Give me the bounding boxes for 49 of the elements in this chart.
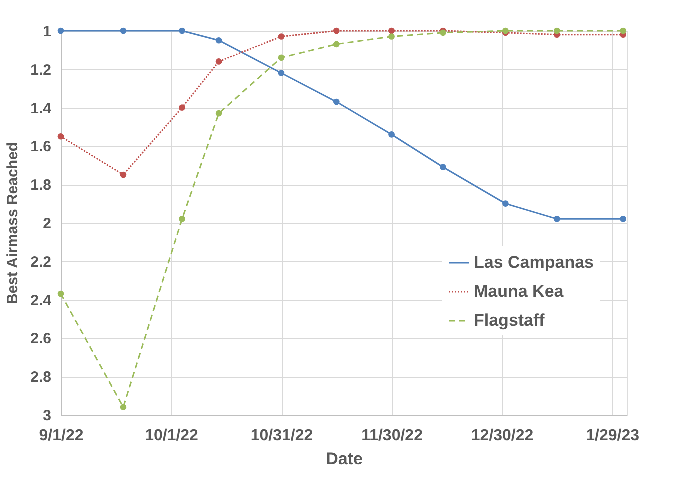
y-tick-label: 1.6 <box>30 138 52 156</box>
point <box>333 28 340 34</box>
x-tick-label: 10/1/22 <box>145 428 199 444</box>
y-axis-title: Best Airmass Reached <box>4 142 22 305</box>
point <box>58 28 64 34</box>
point <box>278 34 285 40</box>
y-tick-label: 3 <box>43 408 52 424</box>
point <box>620 216 626 222</box>
point <box>120 172 127 178</box>
point <box>388 34 395 40</box>
legend-label: Flagstaff <box>474 311 546 330</box>
point <box>333 98 340 106</box>
y-tick-label: 1 <box>43 24 52 40</box>
point <box>440 164 446 170</box>
y-tick-label: 2.2 <box>30 254 52 271</box>
x-tick-label: 1/29/23 <box>586 428 640 444</box>
point <box>58 133 64 140</box>
x-tick-label: 10/31/22 <box>250 428 314 444</box>
point <box>620 28 626 34</box>
point <box>388 28 395 34</box>
point <box>179 28 186 34</box>
point <box>179 104 186 111</box>
y-tick-label: 2.4 <box>30 292 52 310</box>
point <box>120 28 127 34</box>
y-tick-label: 2.6 <box>30 330 52 348</box>
point <box>278 54 285 62</box>
point <box>216 110 222 117</box>
point <box>216 37 222 44</box>
point <box>58 290 64 298</box>
point <box>216 58 222 65</box>
y-tick-label: 1.8 <box>30 177 52 194</box>
point <box>179 216 186 222</box>
x-tick-label: 9/1/22 <box>39 428 84 444</box>
point <box>554 28 560 34</box>
y-tick-label: 1.4 <box>30 100 52 118</box>
x-tick-label: 11/30/22 <box>362 428 424 444</box>
point <box>333 41 340 48</box>
point <box>502 200 509 207</box>
legend-label: Las Campanas <box>474 253 594 272</box>
legend-label: Mauna Kea <box>474 282 564 302</box>
point <box>120 404 127 410</box>
y-tick-label: 1.2 <box>30 62 52 79</box>
point <box>278 70 285 76</box>
y-tick-label: 2.8 <box>30 369 52 386</box>
point <box>554 216 560 222</box>
x-tick-label: 12/30/22 <box>471 428 534 444</box>
y-tick-label: 2 <box>43 216 52 232</box>
point <box>388 132 395 138</box>
x-axis-title: Date <box>326 450 363 468</box>
